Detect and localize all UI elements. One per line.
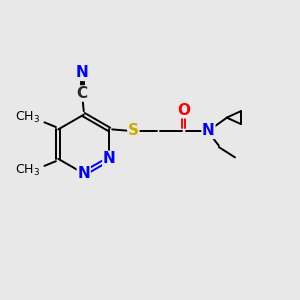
- Text: O: O: [177, 103, 190, 118]
- Text: N: N: [103, 151, 116, 166]
- Text: CH$_3$: CH$_3$: [16, 110, 41, 125]
- Text: N: N: [77, 166, 90, 181]
- Text: C: C: [77, 86, 88, 101]
- Text: S: S: [128, 123, 139, 138]
- Text: N: N: [202, 123, 215, 138]
- Text: CH$_3$: CH$_3$: [16, 163, 41, 178]
- Text: N: N: [76, 65, 89, 80]
